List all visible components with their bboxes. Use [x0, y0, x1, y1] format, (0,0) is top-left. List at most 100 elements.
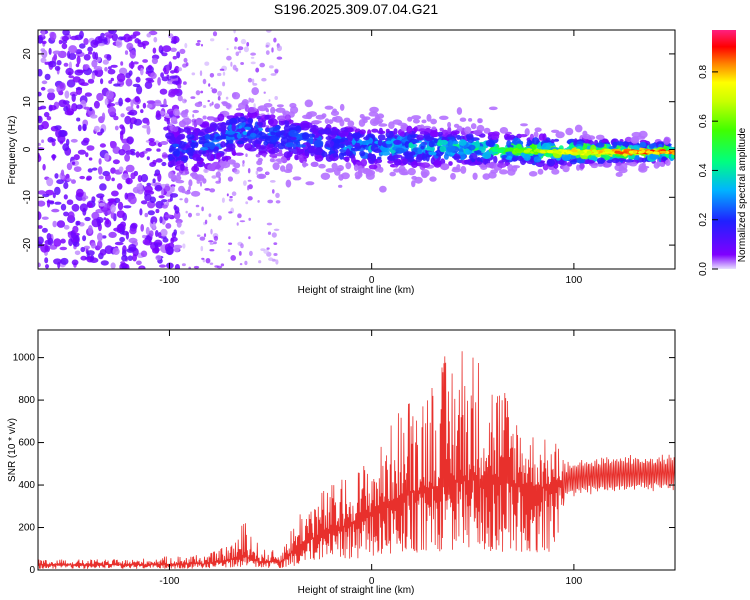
spectral-blob	[152, 159, 157, 165]
spectral-blob	[217, 90, 223, 97]
spectral-blob	[430, 118, 437, 125]
spectral-blob	[211, 88, 218, 94]
spectral-blob	[75, 104, 83, 110]
spectral-blob	[397, 122, 407, 127]
spectral-blob	[466, 133, 474, 140]
spectral-ridge-mark	[659, 150, 667, 154]
spectral-blob	[108, 30, 117, 34]
spectral-blob	[338, 174, 344, 181]
spectral-ridge-mark	[586, 150, 592, 154]
spectral-blob	[247, 77, 253, 83]
spectral-blob	[456, 134, 461, 140]
spectrogram-xlabel: Height of straight line (km)	[298, 285, 415, 296]
spectral-blob	[504, 136, 515, 141]
spectral-ridge-mark	[603, 148, 612, 152]
spectral-blob	[86, 250, 95, 256]
spectral-blob	[214, 103, 221, 109]
spectral-blob	[377, 130, 386, 135]
spectral-blob	[201, 257, 205, 260]
spectral-blob	[183, 81, 187, 85]
spectral-blob	[111, 33, 118, 42]
spectral-blob	[139, 266, 144, 269]
spectral-blob	[172, 80, 180, 85]
spectral-blob	[47, 91, 56, 101]
spectral-blob	[425, 153, 430, 162]
spectral-blob	[524, 128, 530, 136]
spectral-blob	[257, 157, 263, 163]
spectral-blob	[88, 157, 93, 161]
spectral-blob	[411, 175, 418, 180]
spectral-blob	[370, 144, 379, 152]
spectral-blob	[58, 129, 67, 138]
spectral-blob	[217, 96, 221, 101]
spectral-blob	[125, 78, 133, 87]
spectral-blob	[41, 30, 46, 37]
spectral-blob	[108, 80, 113, 84]
spectral-blob	[368, 164, 378, 170]
spectral-blob	[332, 108, 337, 113]
spectral-blob	[66, 79, 76, 88]
spectral-blob	[350, 147, 356, 151]
spectral-blob	[121, 249, 127, 257]
spectral-blob	[541, 142, 551, 151]
spectral-blob	[215, 171, 221, 178]
spectral-blob	[398, 168, 408, 176]
spectral-blob	[63, 224, 70, 230]
spectral-blob	[234, 112, 244, 117]
spectral-blob	[217, 113, 225, 122]
spectral-blob	[40, 48, 46, 52]
spectral-blob	[439, 127, 444, 132]
spectral-blob	[499, 169, 508, 175]
spectral-blob	[339, 119, 345, 127]
spectral-blob	[115, 39, 123, 48]
spectral-ridge-mark	[598, 150, 603, 154]
spectral-blob	[285, 163, 293, 172]
spectral-blob	[207, 99, 210, 103]
spectral-blob	[155, 200, 164, 209]
spectral-blob	[230, 255, 236, 261]
spectral-blob	[273, 37, 277, 43]
spectral-blob	[266, 222, 273, 226]
spectral-blob	[284, 114, 291, 121]
spectral-blob	[110, 77, 115, 82]
spectral-blob	[171, 185, 175, 193]
spectral-blob	[211, 101, 214, 106]
spectral-blob	[76, 117, 81, 122]
spectral-ridge-mark	[553, 150, 559, 154]
spectral-blob	[255, 143, 262, 150]
spectral-blob	[42, 163, 46, 171]
spectral-blob	[290, 136, 297, 141]
spectral-blob	[98, 202, 105, 207]
spectral-blob	[210, 38, 215, 42]
spectral-blob	[325, 139, 335, 148]
spectral-blob	[158, 195, 165, 199]
spectral-blob	[255, 67, 260, 73]
spectral-blob	[418, 128, 427, 133]
spectral-blob	[310, 161, 319, 167]
spectral-blob	[60, 203, 67, 211]
spectral-blob	[252, 83, 258, 86]
spectral-blob	[220, 141, 226, 148]
spectral-blob	[175, 179, 185, 184]
spectral-blob	[275, 259, 279, 265]
spectral-ridge-mark	[539, 150, 546, 154]
spectral-blob	[408, 142, 414, 149]
spectral-blob	[64, 110, 74, 116]
spectral-blob	[339, 143, 345, 149]
spectral-blob	[359, 150, 366, 157]
spectral-blob	[54, 201, 62, 205]
spectral-blob	[429, 130, 438, 138]
spectral-blob	[206, 126, 215, 132]
spectral-blob	[517, 155, 523, 162]
spectral-blob	[146, 33, 152, 38]
spectral-blob	[433, 160, 442, 168]
spectral-blob	[277, 142, 285, 150]
spectral-blob	[272, 162, 280, 171]
spectral-blob	[111, 190, 119, 197]
spectral-blob	[52, 154, 56, 161]
spectral-blob	[188, 131, 198, 135]
spectral-blob	[38, 200, 46, 207]
spectral-blob	[447, 121, 452, 128]
spectral-blob	[79, 203, 88, 212]
spectral-blob	[86, 175, 92, 181]
